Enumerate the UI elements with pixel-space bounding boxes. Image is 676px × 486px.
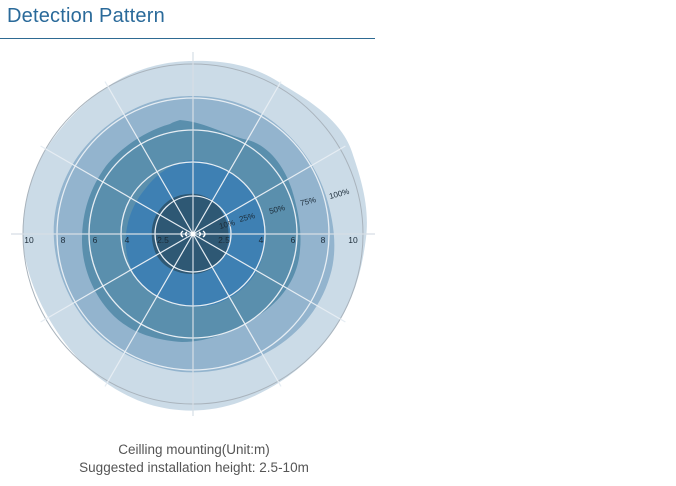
sensor-wave-left-inner	[184, 231, 188, 237]
zone-label-25: 25%	[238, 211, 256, 224]
grid-spoke-11	[192, 81, 282, 235]
axis-labels: 10 8 6 4 2.5 2.5 4 6 8 10	[24, 235, 358, 245]
sensor-center	[190, 231, 196, 237]
axis-label-right-8: 8	[321, 235, 326, 245]
axis-label-left-8: 8	[61, 235, 66, 245]
axis-label-right-6: 6	[291, 235, 296, 245]
grid-spoke-6	[40, 233, 194, 323]
grid-spoke-12	[192, 145, 346, 235]
axis-label-left-2.5: 2.5	[157, 235, 169, 245]
caption-installation-height: Suggested installation height: 2.5-10m	[79, 460, 309, 475]
sensor-icon	[180, 230, 206, 238]
grid-spoke-5	[104, 233, 194, 387]
sensor-wave-left-outer	[180, 230, 184, 238]
axis-label-left-10: 10	[24, 235, 34, 245]
axis-label-left-6: 6	[93, 235, 98, 245]
radial-grid	[11, 52, 375, 416]
zone-label-50: 50%	[268, 203, 286, 216]
grid-spoke-2	[192, 233, 346, 323]
axis-label-right-4: 4	[259, 235, 264, 245]
axis-label-right-10: 10	[348, 235, 358, 245]
grid-spoke-8	[40, 145, 194, 235]
grid-spoke-3	[192, 233, 282, 387]
grid-spoke-9	[104, 81, 194, 235]
header-bar: Detection Pattern	[0, 0, 375, 39]
zone-label-10: 10%	[218, 218, 236, 231]
caption-mounting: Ceilling mounting(Unit:m)	[118, 442, 270, 457]
zone-label-75: 75%	[299, 195, 317, 208]
sensor-wave-right-outer	[202, 230, 206, 238]
axis-label-left-4: 4	[125, 235, 130, 245]
sensor-wave-right-inner	[198, 231, 202, 237]
detection-pattern-diagram: 10 8 6 4 2.5 2.5 4 6 8 10 10% 25% 50% 75% 100%	[11, 52, 375, 416]
axis-label-right-2.5: 2.5	[218, 235, 230, 245]
page-title: Detection Pattern	[7, 5, 165, 27]
